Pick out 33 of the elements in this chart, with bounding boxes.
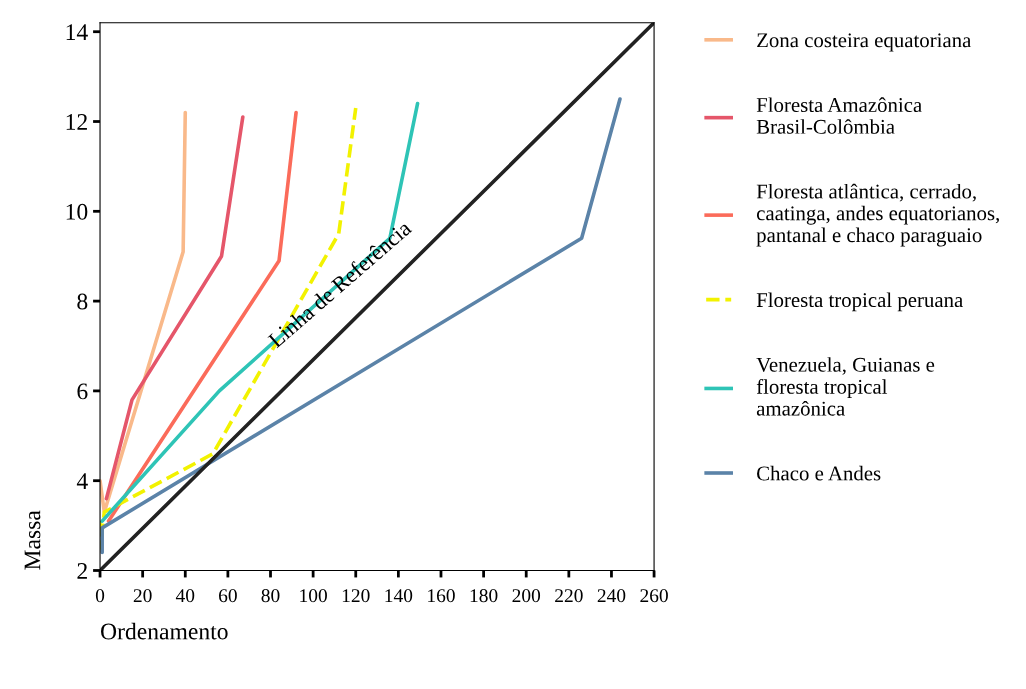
x-tick-label: 160 <box>428 589 455 603</box>
y-tick-label: 10 <box>66 203 88 220</box>
x-tick-label: 200 <box>512 589 541 603</box>
y-axis-title: Massa <box>24 510 41 570</box>
y-tick-label: 8 <box>77 293 88 310</box>
line-series <box>100 97 622 555</box>
x-tick-label: 220 <box>555 589 583 603</box>
x-tick-label: 100 <box>300 589 327 603</box>
x-tick-label: 40 <box>175 589 195 603</box>
x-tick-label: 180 <box>470 589 498 603</box>
legend-label: Floresta Amazônica Brasil-Colômbia <box>756 97 922 134</box>
legend-label: Zona costeira equatoriana <box>757 33 972 52</box>
x-tick-label: 20 <box>133 589 152 603</box>
x-tick-label: 240 <box>597 589 626 603</box>
y-tick-label: 14 <box>66 24 88 40</box>
legend-label: Floresta tropical peruana <box>756 292 963 312</box>
line-series <box>100 101 420 523</box>
y-tick-label: 6 <box>77 383 88 400</box>
y-tick-label: 12 <box>66 114 87 130</box>
x-axis-title: Ordenamento <box>101 622 228 640</box>
x-tick-label: 80 <box>261 589 280 603</box>
line-series <box>100 110 188 514</box>
x-tick-label: 140 <box>385 589 413 603</box>
legend-label: Floresta atlântica, cerrado, caatinga, andes equatorianos, pantanal e chaco paraguaio <box>756 183 999 247</box>
x-tick-label: 0 <box>95 589 105 603</box>
x-tick-label: 60 <box>219 589 237 603</box>
legend-label: Chaco e Andes <box>757 465 881 481</box>
y-tick-label: 2 <box>77 563 87 579</box>
line-series <box>104 115 245 501</box>
x-tick-label: 120 <box>342 589 370 603</box>
x-tick-label: 260 <box>640 589 668 603</box>
y-tick-label: 4 <box>76 473 88 489</box>
legend-label: Venezuela, Guianas e floresta tropical amazônica <box>756 357 935 416</box>
